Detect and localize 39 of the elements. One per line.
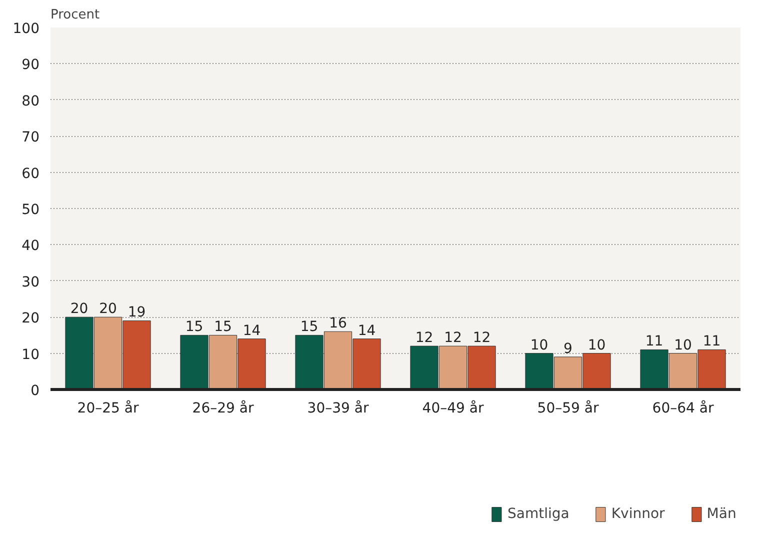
x-tick-label: 30–39 år [307,400,369,416]
x-tick-label: 40–49 år [422,400,484,416]
legend-label: Män [706,506,736,522]
y-tick-label: 70 [22,130,40,146]
x-tick-label: 26–29 år [192,400,254,416]
data-label: 20 [70,301,88,318]
data-label: 14 [358,322,376,339]
x-tick-label: 50–59 år [537,400,599,416]
y-tick-label: 100 [12,21,40,37]
data-label: 15 [300,319,318,336]
data-label: 15 [185,319,204,336]
data-label: 19 [128,304,146,321]
y-tick-label: 20 [22,310,40,327]
y-tick-label: 30 [22,274,40,290]
data-label: 11 [702,334,721,350]
data-label: 12 [444,330,462,346]
legend-label: Samtliga [508,506,570,522]
data-label: 15 [214,319,232,336]
x-tick-label: 60–64 år [652,400,714,416]
data-label: 16 [329,316,347,332]
x-tick-label: 20–25 år [77,400,139,416]
y-tick-label: 50 [22,202,40,218]
data-label: 14 [242,322,261,339]
y-tick-label: 60 [22,166,40,182]
y-tick-label: 0 [30,383,40,399]
y-tick-label: 10 [22,346,40,363]
y-axis-title: Procent [50,8,100,22]
data-label: 10 [530,337,548,354]
data-label: 10 [588,337,606,354]
y-tick-label: 90 [22,57,40,74]
data-label: 12 [472,330,491,346]
data-label: 12 [415,330,434,346]
y-tick-label: 40 [22,238,40,254]
legend-label: Kvinnor [611,506,665,522]
y-tick-label: 80 [22,93,40,110]
data-label: 11 [645,334,664,350]
data-label: 10 [674,337,692,354]
data-label: 20 [99,301,117,318]
data-label: 9 [564,340,572,357]
